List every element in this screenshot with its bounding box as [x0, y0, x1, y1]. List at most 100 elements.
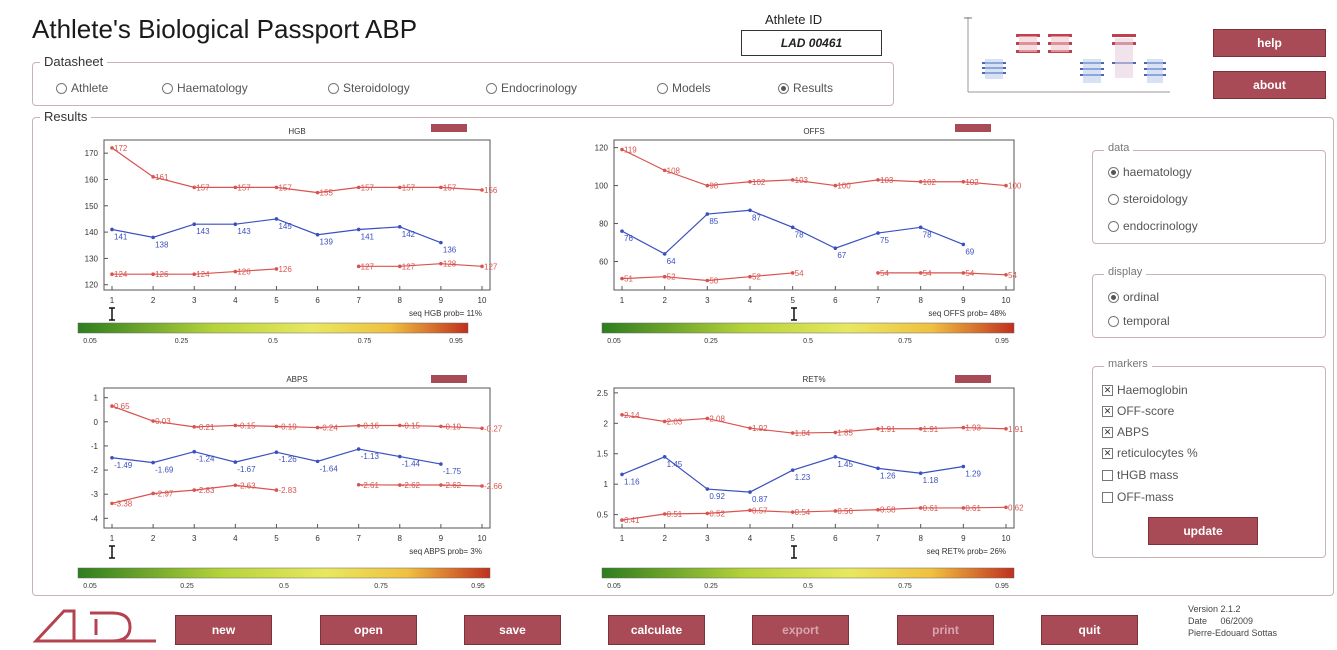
display-option-temporal[interactable]: temporal: [1108, 314, 1170, 328]
datasheet-option-results[interactable]: Results: [778, 81, 833, 95]
offs-upper-point: [833, 183, 838, 188]
hgb-value-point: [233, 222, 238, 227]
radio-steroidology[interactable]: [328, 82, 339, 94]
radio-data-endocrinology[interactable]: [1108, 220, 1119, 232]
checkbox-haemoglobin[interactable]: ✕: [1102, 384, 1113, 396]
marker-thgb-mass[interactable]: tHGB mass: [1102, 468, 1178, 482]
ret-upper-point: [705, 416, 710, 421]
data-option-steroidology[interactable]: steroidology: [1108, 192, 1188, 206]
datasheet-option-steroidology[interactable]: Steroidology: [328, 81, 410, 95]
ret-lower-label: 0.41: [624, 516, 640, 525]
ret-upper-point: [1004, 426, 1008, 431]
abps-upper-line: [111, 405, 483, 429]
radio-display-temporal[interactable]: [1108, 315, 1119, 327]
offs-xtick-label: 4: [748, 296, 753, 305]
abps-upper-label: -0.16: [361, 422, 380, 431]
data-option-haematology[interactable]: haematology: [1108, 165, 1192, 179]
ret-xtick-label: 7: [876, 534, 881, 543]
ret-lower-label: 0.51: [667, 510, 683, 519]
ret-value-point: [833, 454, 838, 459]
thumb-col-4: [1080, 59, 1104, 83]
marker-off-mass[interactable]: OFF-mass: [1102, 490, 1174, 504]
datasheet-option-athlete[interactable]: Athlete: [56, 81, 108, 95]
ret-lower-point: [1004, 505, 1008, 510]
offs-upper-label: 100: [837, 182, 851, 191]
hgb-xtick-label: 10: [478, 296, 487, 305]
new-button[interactable]: new: [175, 615, 272, 645]
data-option-endocrinology[interactable]: endocrinology: [1108, 219, 1198, 233]
offs-xtick-label: 2: [662, 296, 667, 305]
hgb-lower-line: [358, 263, 483, 267]
offs-value-point: [662, 252, 667, 256]
abps-value-label: -1.69: [155, 466, 174, 475]
abps-colorbar-tick: 0.75: [374, 583, 388, 590]
ret-lower-point: [961, 506, 966, 510]
offs-xtick-label: 6: [833, 296, 838, 305]
marker-reticulocytes[interactable]: ✕ reticulocytes %: [1102, 446, 1198, 460]
ret-value-point: [662, 454, 667, 459]
checkbox-thgb-mass[interactable]: [1102, 469, 1113, 481]
datasheet-option-models[interactable]: Models: [657, 81, 711, 95]
offs-upper-point: [662, 168, 667, 173]
abps-xtick-label: 6: [315, 534, 320, 543]
checkbox-reticulocytes[interactable]: ✕: [1102, 447, 1113, 459]
abps-zoom-button[interactable]: [431, 375, 467, 383]
offs-lower-point: [705, 278, 710, 283]
offs-upper-point: [705, 183, 710, 188]
radio-haematology[interactable]: [162, 82, 173, 94]
hgb-xtick-label: 8: [398, 296, 403, 305]
ret-xtick-label: 10: [1002, 534, 1011, 543]
marker-haemoglobin[interactable]: ✕ Haemoglobin: [1102, 383, 1188, 397]
radio-models[interactable]: [657, 82, 668, 94]
abps-xtick-label: 5: [274, 534, 279, 543]
checkbox-off-score[interactable]: ✕: [1102, 405, 1113, 417]
quit-button[interactable]: quit: [1041, 615, 1138, 645]
ret-xtick-label: 2: [662, 534, 667, 543]
calculate-button[interactable]: calculate: [608, 615, 705, 645]
abps-value-point: [397, 454, 402, 459]
print-button[interactable]: print: [897, 615, 994, 645]
offs-zoom-button[interactable]: [955, 124, 991, 132]
datasheet-option-endocrinology[interactable]: Endocrinology: [486, 81, 577, 95]
display-option-ordinal[interactable]: ordinal: [1108, 290, 1159, 304]
hgb-upper-label: 157: [402, 183, 416, 192]
update-button[interactable]: update: [1148, 517, 1258, 545]
hgb-ytick-label: 130: [85, 254, 99, 263]
radio-endocrinology[interactable]: [486, 82, 497, 94]
save-button[interactable]: save: [464, 615, 561, 645]
version-value: 2.1.2: [1220, 604, 1241, 614]
abps-value-point: [233, 460, 238, 464]
hgb-value-label: 143: [196, 227, 210, 236]
ret-lower-point: [876, 507, 880, 512]
marker-abps[interactable]: ✕ ABPS: [1102, 425, 1150, 439]
offs-lower-point: [1004, 273, 1008, 277]
hgb-lower-point: [356, 264, 361, 269]
checkbox-off-mass[interactable]: [1102, 491, 1113, 503]
abps-value-point: [192, 449, 197, 454]
help-button[interactable]: help: [1213, 29, 1326, 57]
radio-display-ordinal[interactable]: [1108, 291, 1119, 303]
radio-athlete[interactable]: [56, 82, 67, 94]
marker-off-score[interactable]: ✕ OFF-score: [1102, 404, 1175, 418]
ret-zoom-button[interactable]: [955, 375, 991, 383]
hgb-zoom-button[interactable]: [431, 124, 467, 132]
radio-data-haematology[interactable]: [1108, 166, 1119, 178]
radio-results[interactable]: [778, 82, 789, 94]
hgb-value-label: 136: [443, 246, 457, 255]
abps-value-label: -1.13: [361, 452, 380, 461]
datasheet-option-haematology[interactable]: Haematology: [162, 81, 248, 95]
abps-lower-point: [480, 484, 484, 488]
hgb-caption: seq HGB prob= 11%: [409, 309, 482, 318]
export-button[interactable]: export: [752, 615, 849, 645]
offs-lower-point: [662, 274, 667, 279]
checkbox-abps[interactable]: ✕: [1102, 426, 1113, 438]
abps-lower-point: [439, 483, 443, 487]
ret-lower-point: [748, 508, 752, 513]
offs-value-point: [918, 225, 923, 230]
ret-upper-label: 1.91: [880, 425, 896, 434]
about-button[interactable]: about: [1213, 71, 1326, 99]
radio-data-steroidology[interactable]: [1108, 193, 1119, 205]
open-button[interactable]: open: [320, 615, 417, 645]
ret-lower-label: 0.62: [1008, 503, 1024, 512]
hgb-upper-point: [192, 185, 197, 190]
